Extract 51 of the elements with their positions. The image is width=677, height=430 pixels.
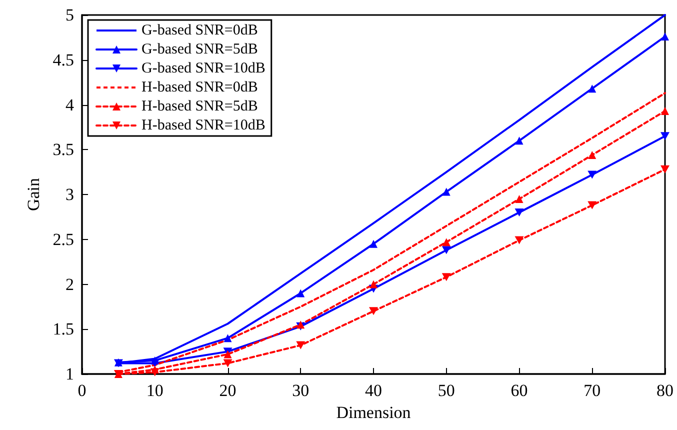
point [223, 359, 232, 368]
x-tick-label: 10 [146, 381, 164, 400]
y-tick-label: 3 [66, 185, 74, 204]
point [442, 238, 450, 246]
point [588, 151, 596, 160]
point [660, 165, 670, 174]
y-tick-label: 3.5 [52, 140, 74, 160]
x-tick-label: 70 [584, 381, 601, 400]
y-tick-label: 1 [66, 364, 74, 384]
point [515, 136, 524, 145]
x-tick-label: 20 [219, 381, 236, 400]
point [514, 236, 524, 244]
point [442, 188, 450, 196]
point [224, 350, 232, 358]
legend-label: G-based SNR=5dB [142, 42, 258, 58]
point [296, 341, 306, 350]
y-tick-label: 4 [66, 95, 74, 114]
point [515, 194, 524, 203]
point [442, 246, 451, 254]
point [150, 368, 160, 376]
y-tick-label: 2 [66, 274, 74, 294]
x-tick-label: 50 [438, 381, 455, 400]
point [588, 170, 597, 179]
legend-label: H-based SNR=5dB [142, 98, 258, 114]
y-tick-label: 2.5 [52, 230, 74, 249]
y-tick-label: 4.5 [52, 50, 74, 70]
point [660, 132, 670, 140]
legend-label: G-based SNR=0dB [142, 22, 258, 38]
y-tick-label: 1.5 [52, 320, 74, 339]
y-axis-title: Gain [24, 177, 43, 212]
x-tick-label: 60 [510, 381, 528, 400]
point [661, 32, 669, 41]
point [514, 208, 524, 216]
x-tick-label: 40 [365, 381, 382, 400]
point [296, 289, 305, 298]
legend-label: G-based SNR=10dB [142, 60, 266, 76]
point [369, 307, 378, 316]
y-tick-label: 5 [66, 6, 74, 24]
point [588, 84, 596, 93]
x-tick-label: 0 [78, 381, 86, 400]
point [661, 107, 669, 116]
point [224, 334, 232, 342]
point [370, 280, 378, 288]
point [370, 240, 378, 248]
point [588, 201, 597, 210]
point [442, 273, 451, 282]
legend-label: H-based SNR=10dB [142, 118, 266, 134]
legend-label: H-based SNR=0dB [142, 80, 258, 96]
x-tick-label: 80 [656, 381, 674, 400]
x-tick-label: 30 [292, 381, 310, 400]
x-axis-title: Dimension [336, 403, 412, 422]
